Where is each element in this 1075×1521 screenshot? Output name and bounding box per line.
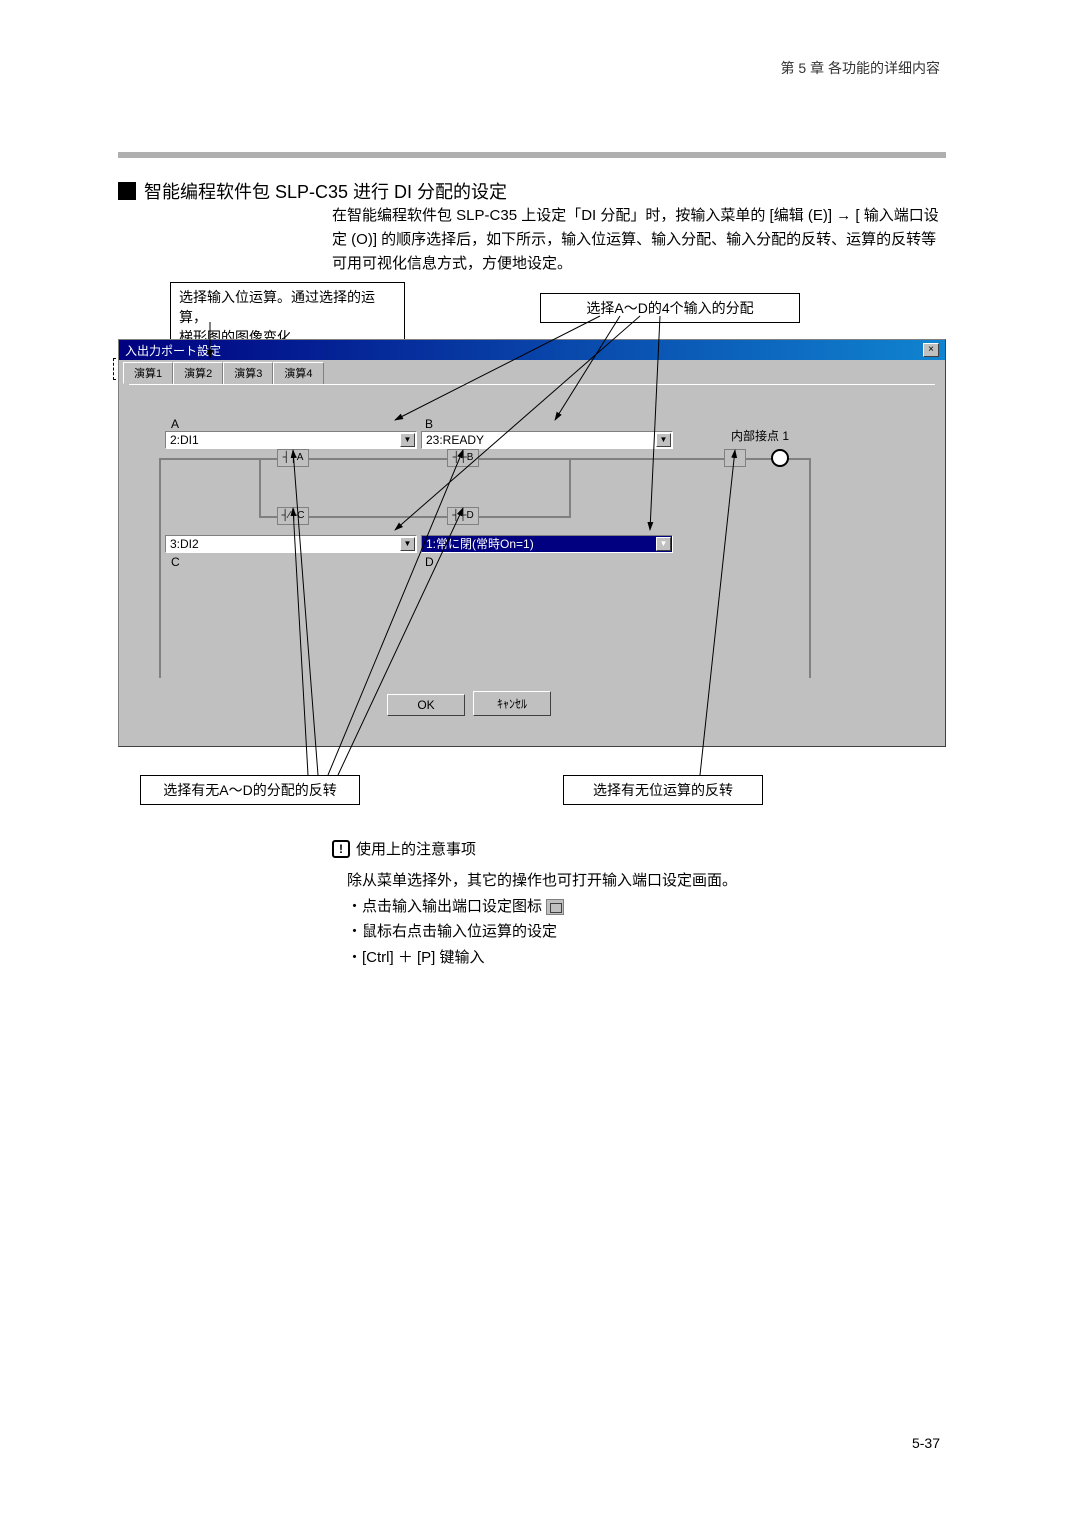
section-bullet-icon xyxy=(118,182,136,200)
chevron-down-icon[interactable]: ▼ xyxy=(656,433,671,447)
contact-c[interactable]: ┤∕├C xyxy=(277,507,309,525)
label-c: C xyxy=(171,555,180,569)
label-b: B xyxy=(425,417,433,431)
io-port-dialog: 入出力ポート設定 × 演算1 演算2 演算3 演算4 A B 内部接点 1 2:… xyxy=(118,339,946,747)
page-chapter-header: 第 5 章 各功能的详细内容 xyxy=(781,58,940,78)
notice-title: 使用上的注意事项 xyxy=(356,838,476,859)
dropdown-a-value: 2:DI1 xyxy=(170,433,199,447)
contact-d[interactable]: ┤├D xyxy=(447,507,479,525)
dropdown-a[interactable]: 2:DI1 ▼ xyxy=(165,431,417,449)
chevron-down-icon[interactable]: ▼ xyxy=(400,433,415,447)
io-port-toolbar-icon xyxy=(546,899,564,915)
tab-op3[interactable]: 演算3 xyxy=(223,362,273,384)
dialog-tabs: 演算1 演算2 演算3 演算4 xyxy=(119,360,945,384)
notice-body: 除从菜单选择外，其它的操作也可打开输入端口设定画面。 ・点击输入输出端口设定图标… xyxy=(347,868,907,970)
dropdown-d-value: 1:常に閉(常時On=1) xyxy=(426,537,534,551)
section-title: 智能编程软件包 SLP-C35 进行 DI 分配的设定 xyxy=(144,178,507,204)
section-divider-bar xyxy=(118,152,946,158)
dropdown-c[interactable]: 3:DI2 ▼ xyxy=(165,535,417,553)
page-number: 5-37 xyxy=(912,1435,940,1451)
notice-header: ! 使用上的注意事项 xyxy=(332,838,476,859)
notice-bullet3: ・[Ctrl] ＋ [P] 键输入 xyxy=(347,945,907,971)
tab-op1[interactable]: 演算1 xyxy=(123,362,173,384)
chevron-down-icon[interactable]: ▼ xyxy=(400,537,415,551)
notice-bullet2: ・鼠标右点击输入位运算的设定 xyxy=(347,919,907,945)
cancel-button[interactable]: ｷｬﾝｾﾙ xyxy=(473,691,551,716)
notice-bullet1: ・点击输入输出端口设定图标 xyxy=(347,894,907,920)
dropdown-c-value: 3:DI2 xyxy=(170,537,199,551)
dialog-title: 入出力ポート設定 xyxy=(125,342,221,359)
dropdown-b[interactable]: 23:READY ▼ xyxy=(421,431,673,449)
ok-button[interactable]: OK xyxy=(387,694,465,716)
callout-bottom-right: 选择有无位运算的反转 xyxy=(563,775,763,805)
label-d: D xyxy=(425,555,434,569)
tab-op2[interactable]: 演算2 xyxy=(173,362,223,384)
contact-reversal[interactable] xyxy=(724,449,746,467)
label-a: A xyxy=(171,417,179,431)
section-intro: 在智能编程软件包 SLP-C35 上设定「DI 分配」时，按输入菜单的 [编辑 … xyxy=(332,204,947,276)
label-internal: 内部接点 1 xyxy=(731,427,789,444)
callout-top-left-line1: 选择输入位运算。通过选择的运算， xyxy=(179,287,396,327)
dialog-panel: A B 内部接点 1 2:DI1 ▼ 23:READY ▼ ┤├A ┤├B xyxy=(129,384,935,724)
notice-line1: 除从菜单选择外，其它的操作也可打开输入端口设定画面。 xyxy=(347,868,907,894)
section-title-row: 智能编程软件包 SLP-C35 进行 DI 分配的设定 xyxy=(118,178,507,204)
contact-b[interactable]: ┤├B xyxy=(447,449,479,467)
dropdown-b-value: 23:READY xyxy=(426,433,484,447)
dropdown-d[interactable]: 1:常に閉(常時On=1) ▼ xyxy=(421,535,673,553)
callout-top-right: 选择A～D的4个输入的分配 xyxy=(540,293,800,323)
warning-icon: ! xyxy=(332,840,350,858)
dialog-titlebar: 入出力ポート設定 × xyxy=(119,340,945,360)
chevron-down-icon[interactable]: ▼ xyxy=(656,537,671,551)
output-coil xyxy=(771,449,789,467)
close-icon[interactable]: × xyxy=(923,343,939,357)
tab-op4[interactable]: 演算4 xyxy=(273,362,323,384)
callout-bottom-left: 选择有无A～D的分配的反转 xyxy=(140,775,360,805)
contact-a[interactable]: ┤├A xyxy=(277,449,309,467)
